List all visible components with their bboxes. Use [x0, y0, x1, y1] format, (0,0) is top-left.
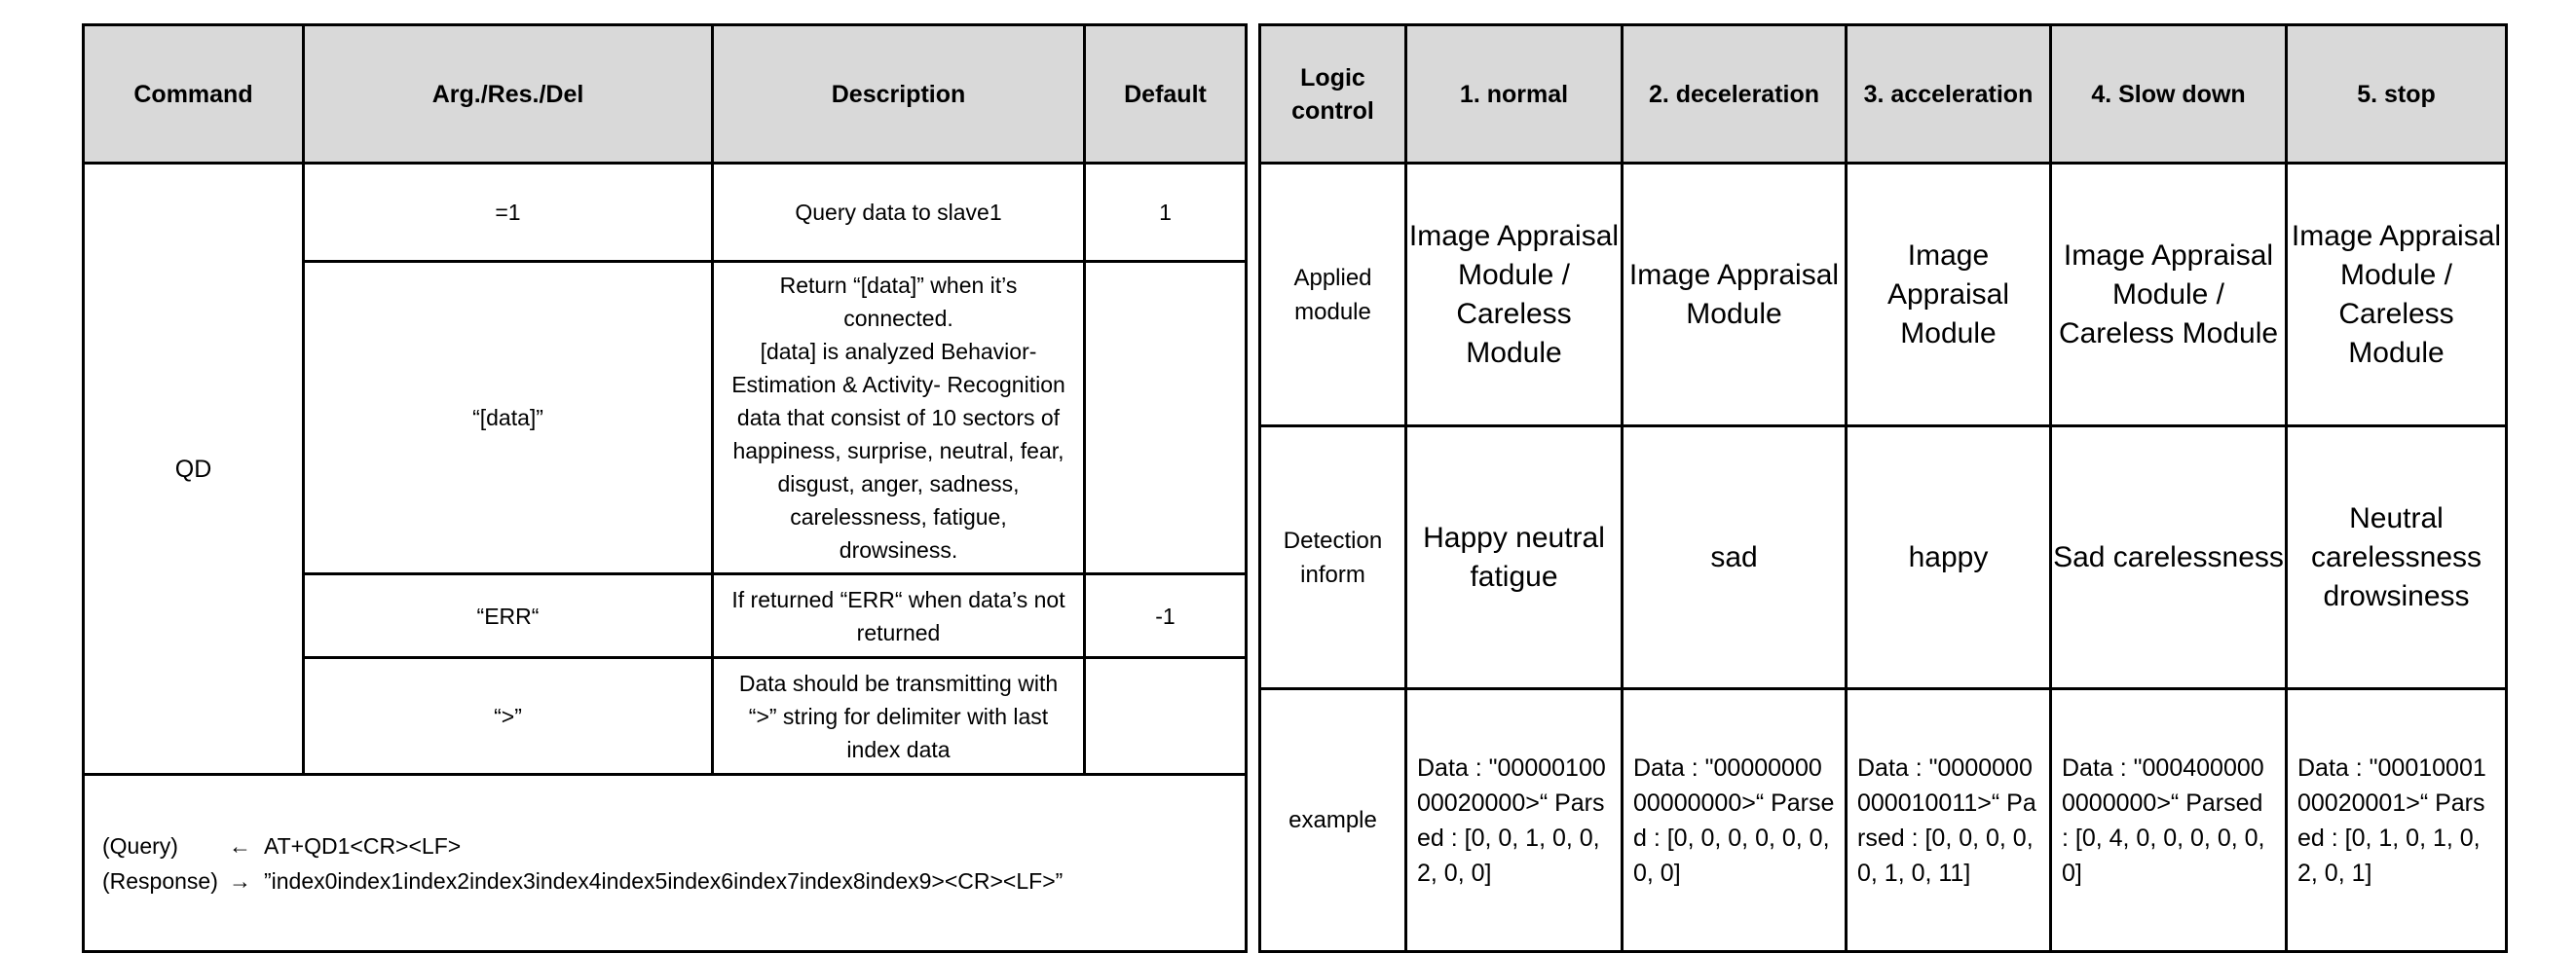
example-data-cell: Data : "0000000000010011>“ Parsed : [0, …	[1845, 687, 2052, 953]
default-cell	[1083, 260, 1248, 575]
left-arrow-icon: ←	[229, 832, 251, 859]
header-slow-down: 4. Slow down	[2049, 23, 2288, 165]
detection-cell: Happy neutral fatigue	[1404, 424, 1624, 690]
applied-module-cell: Image Appraisal Module / Careless Module	[2285, 162, 2508, 427]
header-command: Command	[82, 23, 305, 165]
header-arg-res-del: Arg./Res./Del	[302, 23, 714, 165]
description-cell: Data should be transmitting with “>” str…	[711, 656, 1086, 776]
command-table: Command Arg./Res./Del Description Defaul…	[82, 23, 1248, 953]
header-logic-control: Logic control	[1258, 23, 1407, 165]
example-data-cell: Data : "0000010000020000>“ Parsed : [0, …	[1404, 687, 1624, 953]
right-arrow-icon: →	[229, 867, 251, 894]
table-row: QD =1 Query data to slave1 1	[82, 162, 1248, 776]
example-row: example Data : "0000010000020000>“ Parse…	[1258, 687, 2508, 953]
header-stop: 5. stop	[2285, 23, 2508, 165]
row-label-example: example	[1258, 687, 1407, 953]
query-text: AT+QD1<CR><LF>	[264, 832, 462, 859]
logic-table-header-row: Logic control 1. normal 2. deceleration …	[1258, 23, 2508, 165]
detection-inform-row: Detection inform Happy neutral fatigue s…	[1258, 424, 2508, 690]
applied-module-cell: Image Appraisal Module / Careless Module	[2049, 162, 2288, 427]
applied-module-cell: Image Appraisal Module	[1621, 162, 1848, 427]
example-data-cell: Data : "0001000100020001>“ Parsed : [0, …	[2285, 687, 2508, 953]
table-row: “[data]” Return “[data]” when it’s conne…	[84, 260, 1248, 575]
applied-module-row: Applied module Image Appraisal Module / …	[1258, 162, 2508, 427]
header-description: Description	[711, 23, 1086, 165]
detection-cell: sad	[1621, 424, 1848, 690]
detection-cell: Sad carelessness	[2049, 424, 2288, 690]
default-cell	[1083, 656, 1248, 776]
header-deceleration: 2. deceleration	[1621, 23, 1848, 165]
response-text: ”index0index1index2index3index4index5ind…	[264, 867, 1064, 894]
example-data-cell: Data : "0004000000000000>“ Parsed : [0, …	[2049, 687, 2288, 953]
arg-cell: =1	[302, 162, 714, 263]
example-data-cell: Data : "0000000000000000>“ Parsed : [0, …	[1621, 687, 1848, 953]
query-tag: (Query)	[102, 832, 178, 859]
arg-cell: “ERR“	[302, 572, 714, 659]
row-label-detection-inform: Detection inform	[1258, 424, 1407, 690]
default-cell: -1	[1083, 572, 1248, 659]
description-cell: Query data to slave1	[711, 162, 1086, 263]
applied-module-cell: Image Appraisal Module / Careless Module	[1404, 162, 1624, 427]
applied-module-cell: Image Appraisal Module	[1845, 162, 2052, 427]
header-acceleration: 3. acceleration	[1845, 23, 2052, 165]
example-row: (Query) ← AT+QD1<CR><LF> (Response) → ”index…	[82, 773, 1248, 953]
arg-cell: “>”	[302, 656, 714, 776]
header-normal: 1. normal	[1404, 23, 1624, 165]
description-cell: If returned “ERR“ when data’s not return…	[711, 572, 1086, 659]
example-cell: (Query) ← AT+QD1<CR><LF> (Response) → ”index…	[82, 773, 1248, 953]
header-default: Default	[1083, 23, 1248, 165]
response-line: (Response) → ”index0index1index2index3inde…	[102, 863, 1227, 899]
command-cell: QD	[82, 162, 305, 776]
description-cell: Return “[data]” when it’s connected. [da…	[711, 260, 1086, 575]
response-tag: (Response)	[102, 867, 218, 894]
default-cell: 1	[1083, 162, 1248, 263]
table-row: “>” Data should be transmitting with “>”…	[84, 656, 1248, 776]
command-table-header-row: Command Arg./Res./Del Description Defaul…	[82, 23, 1248, 165]
detection-cell: happy	[1845, 424, 2052, 690]
detection-cell: Neutral carelessness drowsiness	[2285, 424, 2508, 690]
arg-cell: “[data]”	[302, 260, 714, 575]
row-label-applied-module: Applied module	[1258, 162, 1407, 427]
query-line: (Query) ← AT+QD1<CR><LF>	[102, 828, 1227, 863]
table-row: “ERR“ If returned “ERR“ when data’s not …	[84, 572, 1248, 659]
logic-control-table: Logic control 1. normal 2. deceleration …	[1258, 23, 2508, 953]
